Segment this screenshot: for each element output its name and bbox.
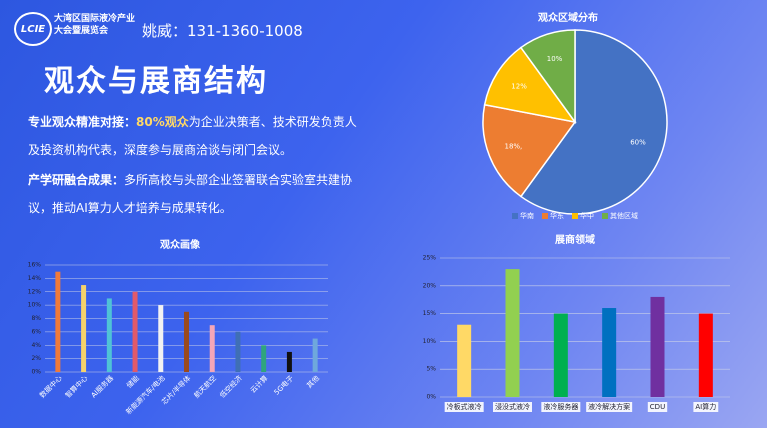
y-tick-label: 10% (28, 302, 42, 309)
data-label: 18%, (505, 142, 523, 150)
x-tick-label: 5G电子 (272, 373, 295, 396)
highlight: 80%观众 (136, 115, 189, 129)
x-tick-label: 储能 (125, 373, 141, 389)
label-box (647, 402, 668, 412)
x-tick-label: 数据中心 (38, 373, 64, 399)
bar (55, 271, 61, 372)
y-tick-label: 4% (31, 342, 41, 349)
x-tick-label: 其他 (305, 373, 321, 389)
x-tick: CDU (647, 402, 668, 412)
bar (698, 313, 713, 397)
org-line: 大会暨展览会 (54, 26, 109, 36)
pie-slice (482, 103, 577, 198)
pie-slice (483, 46, 577, 124)
legend-swatch (572, 213, 578, 219)
label-box (444, 402, 484, 412)
bar (457, 324, 472, 397)
bar (158, 305, 164, 372)
x-tick: 液冷解决方案 (586, 402, 633, 412)
x-tick-label: 浸没式液冷 (495, 402, 530, 411)
x-tick-label: 冷板式液冷 (447, 402, 482, 411)
x-tick-label: CDU (650, 403, 665, 411)
x-tick: AI算力 (693, 402, 719, 412)
bar (505, 269, 520, 397)
label-box (493, 402, 532, 412)
y-tick-label: 6% (31, 328, 41, 335)
chart-title: 展商领域 (555, 233, 595, 246)
organizer: 大湾区国际液冷产业 大会暨展览会 (54, 13, 144, 37)
y-tick-label: 5% (426, 366, 436, 373)
y-tick-label: 10% (423, 338, 437, 345)
bar (81, 285, 87, 372)
legend-swatch (512, 213, 518, 219)
x-tick-label: 智算中心 (63, 373, 89, 399)
y-tick-label: 0% (31, 369, 41, 376)
x-tick-label: 云计算 (248, 373, 269, 394)
x-tick: 液冷服务器 (541, 402, 581, 412)
bar (184, 311, 189, 372)
y-tick-label: 8% (31, 315, 41, 322)
legend-label: 其他区域 (610, 211, 638, 220)
slide-title: 观众与展商结构 (44, 64, 268, 99)
text: 多所高校与头部企业签署联合实验室共建协议，推动AI算力人才培养与成果转化。 (28, 173, 353, 215)
paragraph: 产学研融合成果：多所高校与头部企业签署联合实验室共建协议，推动AI算力人才培养与… (28, 166, 358, 222)
org-line: 大湾区国际液冷产业 (54, 14, 136, 24)
bar (650, 296, 665, 397)
contact: 姚威：131-1360-1008 (142, 22, 303, 40)
legend-swatch (542, 213, 548, 219)
bar (209, 325, 215, 372)
bar (312, 338, 318, 372)
pie-slice (519, 29, 668, 215)
bar (602, 308, 617, 397)
data-label: 12% (511, 83, 527, 91)
bar (106, 298, 112, 372)
y-tick-label: 20% (423, 282, 437, 289)
y-tick-label: 0% (426, 394, 436, 401)
paragraph: 专业观众精准对接：80%观众为企业决策者、技术研发负责人及投资机构代表，深度参与… (28, 108, 358, 164)
y-tick-label: 16% (28, 262, 42, 269)
text: 为企业决策者、技术研发负责人及投资机构代表，深度参与展商洽谈与闭门会议。 (28, 115, 357, 157)
bar (132, 291, 138, 372)
bar (235, 331, 241, 372)
x-tick-label: 低空经济 (218, 373, 244, 399)
y-tick-label: 14% (28, 275, 42, 282)
chart-title: 观众画像 (160, 238, 201, 251)
x-tick: 浸没式液冷 (493, 402, 532, 412)
label-box (586, 402, 633, 412)
legend-label: 华中 (580, 211, 594, 220)
lead: 专业观众精准对接： (28, 115, 137, 129)
data-label: 60% (630, 138, 646, 146)
x-tick-label: 液冷服务器 (543, 402, 578, 411)
label-box (541, 402, 581, 412)
legend-label: 华东 (550, 211, 564, 220)
bar (553, 313, 568, 397)
logo: LCIE (14, 12, 52, 46)
label-box (693, 402, 719, 412)
lead: 产学研融合成果： (28, 173, 125, 187)
y-tick-label: 2% (31, 355, 41, 362)
legend-label: 华南 (520, 211, 534, 220)
x-tick-label: AI服务器 (89, 373, 115, 399)
pie-slice (519, 29, 576, 125)
x-tick-label: AI算力 (695, 402, 716, 411)
chart-title: 观众区域分布 (538, 11, 598, 24)
bar (261, 345, 267, 372)
x-tick-label: 液冷解决方案 (588, 402, 630, 411)
y-tick-label: 15% (423, 310, 437, 317)
data-label: 10% (547, 55, 563, 63)
bar (286, 351, 292, 372)
y-tick-label: 25% (423, 255, 437, 262)
x-tick-label: 航天航空 (192, 373, 218, 399)
x-tick: 冷板式液冷 (444, 402, 484, 412)
y-tick-label: 12% (28, 288, 42, 295)
legend-swatch (602, 213, 608, 219)
